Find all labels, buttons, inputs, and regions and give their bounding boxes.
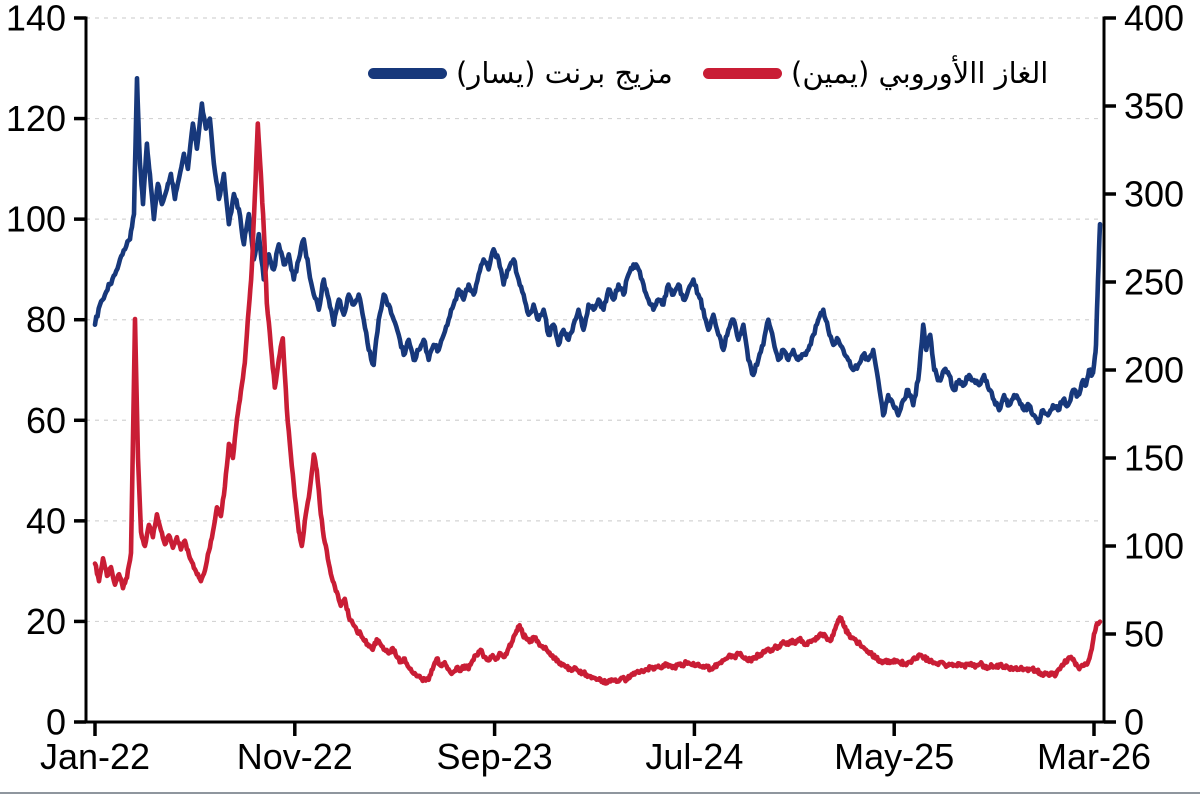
axis-tick-label: 200 [1124, 350, 1184, 391]
axis-tick-label: 250 [1124, 262, 1184, 303]
series-line-1 [92, 121, 1103, 686]
axes [84, 16, 1106, 724]
axis-tick-label: Jul-24 [645, 736, 743, 777]
axis-tick-label: May-25 [834, 736, 954, 777]
axis-tick-label: 350 [1124, 86, 1184, 127]
series-line-0 [92, 76, 1103, 426]
series-gas-line [92, 121, 1103, 686]
axis-tick-label: 150 [1124, 438, 1184, 479]
axis-tick-label: 120 [6, 98, 66, 139]
axis-tick-label: Nov-22 [237, 736, 353, 777]
axis-tick-label: Sep-23 [437, 736, 553, 777]
gridlines [86, 17, 1104, 623]
axis-tick-label: 80 [26, 299, 66, 340]
right-axis-ticks: 0 50 100 150 200 250 300 350 400 [1104, 0, 1184, 743]
axis-tick-label: 100 [1124, 526, 1184, 567]
axis-tick-label: 40 [26, 500, 66, 541]
axis-tick-label: Mar-26 [1037, 736, 1151, 777]
bottom-divider [0, 792, 1200, 794]
axis-tick-label: 100 [6, 199, 66, 240]
axis-tick-label: Jan-22 [40, 736, 150, 777]
axis-tick-label: 400 [1124, 0, 1184, 39]
axis-tick-label: 50 [1124, 614, 1164, 655]
axis-tick-label: 0 [1124, 702, 1144, 743]
axis-tick-label: 60 [26, 400, 66, 441]
axis-tick-label: 0 [46, 702, 66, 743]
axis-tick-label: 300 [1124, 174, 1184, 215]
axis-tick-label: 20 [26, 601, 66, 642]
series-brent-line [92, 76, 1103, 426]
x-axis-ticks: Jan-22 Nov-22 Sep-23 Jul-24 May-25 Mar-26 [40, 722, 1151, 777]
axis-tick-label: 140 [6, 0, 66, 39]
left-axis-ticks: 0 20 40 60 80 100 120 140 [6, 0, 86, 743]
